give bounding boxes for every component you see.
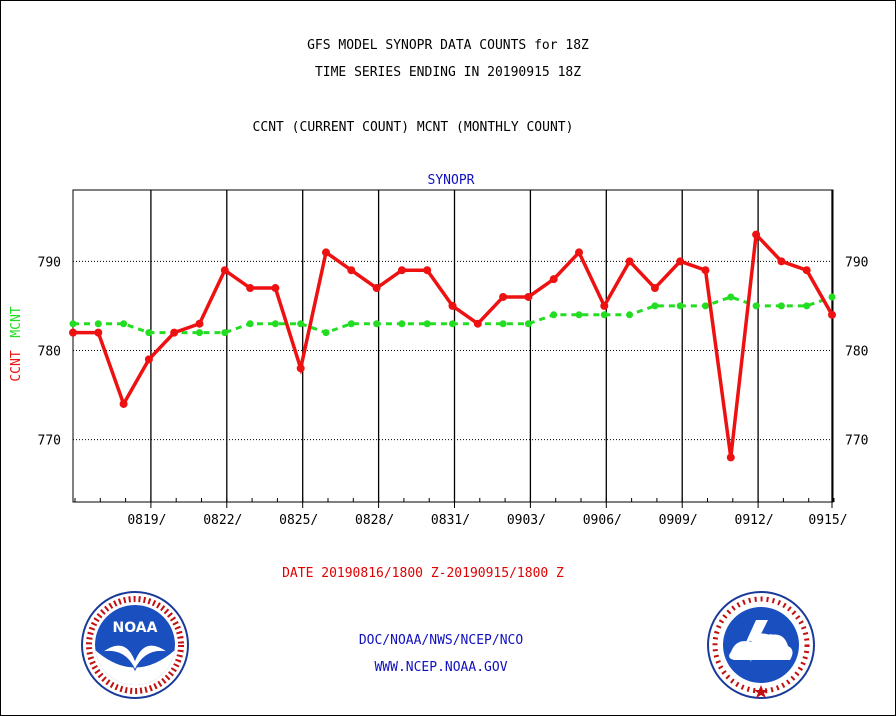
x-tick-label: 0906/ bbox=[583, 513, 622, 528]
mcnt-point bbox=[322, 329, 330, 337]
mcnt-point bbox=[94, 320, 102, 328]
mcnt-point bbox=[702, 302, 709, 310]
noaa-logo-text: NOAA bbox=[113, 620, 158, 636]
ccnt-series-line bbox=[73, 230, 834, 458]
ccnt-point bbox=[650, 284, 659, 293]
x-tick-label: 0915/ bbox=[808, 513, 847, 528]
y-tick-label-right: 790 bbox=[845, 255, 868, 270]
mcnt-point bbox=[727, 293, 735, 301]
panel-title: SYNOPR bbox=[428, 173, 475, 188]
nws-logo[interactable] bbox=[706, 590, 816, 700]
ccnt-point bbox=[625, 257, 634, 266]
ccnt-point bbox=[676, 257, 685, 266]
mcnt-point bbox=[449, 320, 456, 328]
x-tick-label: 0831/ bbox=[431, 513, 470, 528]
y-tick-label-left: 780 bbox=[38, 344, 61, 359]
mcnt-point bbox=[246, 320, 254, 328]
website-link[interactable]: WWW.NCEP.NOAA.GOV bbox=[374, 660, 508, 675]
y-tick-label-left: 770 bbox=[38, 434, 61, 449]
mcnt-point bbox=[550, 311, 558, 319]
y-tick-label-left: 790 bbox=[38, 255, 61, 270]
ccnt-point bbox=[777, 257, 786, 266]
mcnt-point bbox=[651, 302, 659, 310]
ccnt-point bbox=[600, 301, 609, 310]
mcnt-point bbox=[752, 302, 760, 310]
ccnt-point bbox=[271, 284, 280, 293]
ccnt-point bbox=[322, 248, 330, 257]
ccnt-point bbox=[802, 266, 811, 275]
ccnt-point bbox=[549, 275, 558, 284]
x-tick-label: 0828/ bbox=[355, 513, 394, 528]
mcnt-point bbox=[196, 329, 203, 337]
ccnt-point bbox=[828, 310, 836, 319]
x-tick-label: 0819/ bbox=[127, 513, 166, 528]
mcnt-point bbox=[828, 293, 836, 301]
mcnt-point bbox=[221, 329, 229, 337]
chart-title: GFS MODEL SYNOPR DATA COUNTS for 18Z bbox=[307, 38, 589, 53]
mcnt-point bbox=[626, 311, 634, 319]
ccnt-point bbox=[144, 355, 153, 364]
y-tick-label-right: 770 bbox=[845, 434, 868, 449]
x-tick-label: 0912/ bbox=[735, 513, 774, 528]
mcnt-point bbox=[120, 320, 128, 328]
mcnt-point bbox=[69, 320, 77, 328]
mcnt-point bbox=[347, 320, 355, 328]
ccnt-point bbox=[448, 301, 457, 310]
ccnt-point bbox=[170, 328, 179, 337]
ccnt-point bbox=[575, 248, 583, 257]
ccnt-point bbox=[473, 319, 482, 328]
ccnt-point bbox=[195, 319, 204, 328]
ccnt-point bbox=[94, 328, 103, 337]
y-tick-label-right: 780 bbox=[845, 344, 868, 359]
ccnt-point bbox=[752, 230, 761, 239]
ccnt-point bbox=[372, 284, 381, 293]
mcnt-point bbox=[676, 302, 684, 310]
noaa-logo[interactable]: NOAA bbox=[80, 590, 190, 700]
ccnt-point bbox=[347, 266, 356, 275]
ccnt-point bbox=[220, 266, 229, 275]
ccnt-point bbox=[296, 364, 305, 373]
ccnt-point bbox=[726, 453, 735, 462]
ccnt-point bbox=[397, 266, 406, 275]
chart-legend-description: CCNT (CURRENT COUNT) MCNT (MONTHLY COUNT… bbox=[252, 120, 574, 135]
ccnt-point bbox=[701, 266, 710, 275]
ccnt-point bbox=[246, 284, 255, 293]
mcnt-point bbox=[398, 320, 406, 328]
date-range-label: DATE 20190816/1800 Z-20190915/1800 Z bbox=[282, 566, 564, 581]
x-tick-label: 0822/ bbox=[203, 513, 242, 528]
ccnt-point bbox=[119, 399, 128, 408]
mcnt-point bbox=[499, 320, 507, 328]
x-tick-label: 0909/ bbox=[659, 513, 698, 528]
ccnt-point bbox=[423, 266, 432, 275]
mcnt-point bbox=[373, 320, 381, 328]
mcnt-point bbox=[423, 320, 431, 328]
chart-subtitle: TIME SERIES ENDING IN 20190915 18Z bbox=[314, 65, 582, 80]
mcnt-point bbox=[271, 320, 279, 328]
y-axis-label-ccnt: CCNT bbox=[9, 350, 24, 381]
org-link[interactable]: DOC/NOAA/NWS/NCEP/NCO bbox=[358, 633, 524, 648]
ccnt-point bbox=[499, 292, 508, 301]
mcnt-point bbox=[777, 302, 785, 310]
ccnt-point bbox=[524, 292, 533, 301]
x-tick-label: 0825/ bbox=[279, 513, 318, 528]
mcnt-point bbox=[297, 320, 305, 328]
ccnt-point bbox=[69, 328, 77, 337]
mcnt-point bbox=[600, 311, 608, 319]
y-axis-label-mcnt: MCNT bbox=[9, 306, 24, 337]
mcnt-point bbox=[575, 311, 583, 319]
mcnt-point bbox=[145, 329, 153, 337]
mcnt-point bbox=[524, 320, 532, 328]
plot-area bbox=[72, 189, 834, 503]
x-tick-label: 0903/ bbox=[507, 513, 546, 528]
mcnt-point bbox=[803, 302, 811, 310]
